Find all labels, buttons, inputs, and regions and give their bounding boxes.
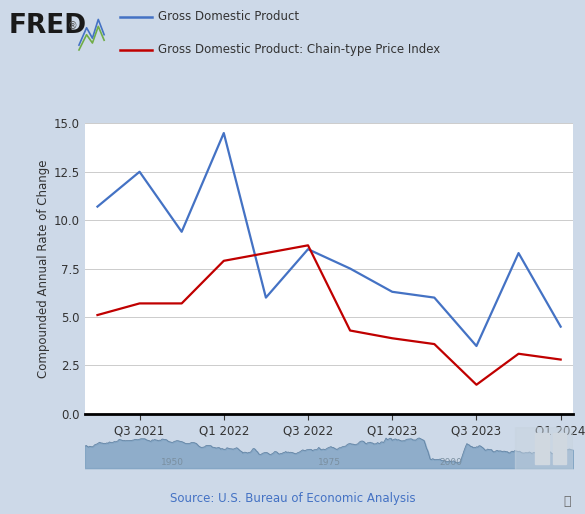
Text: ®: ®: [67, 22, 77, 31]
Text: ⛶: ⛶: [563, 495, 570, 508]
Bar: [553, 433, 566, 464]
Text: Gross Domestic Product: Chain-type Price Index: Gross Domestic Product: Chain-type Price…: [158, 43, 440, 56]
Text: Source: U.S. Bureau of Economic Analysis: Source: U.S. Bureau of Economic Analysis: [170, 492, 415, 505]
Y-axis label: Compounded Annual Rate of Change: Compounded Annual Rate of Change: [37, 159, 50, 378]
Bar: [535, 433, 549, 464]
Text: 1950: 1950: [161, 458, 184, 467]
Text: 1975: 1975: [318, 458, 340, 467]
Text: Gross Domestic Product: Gross Domestic Product: [158, 10, 299, 23]
Text: 2000: 2000: [440, 458, 463, 467]
Bar: [515, 427, 573, 470]
Text: FRED: FRED: [9, 13, 87, 40]
